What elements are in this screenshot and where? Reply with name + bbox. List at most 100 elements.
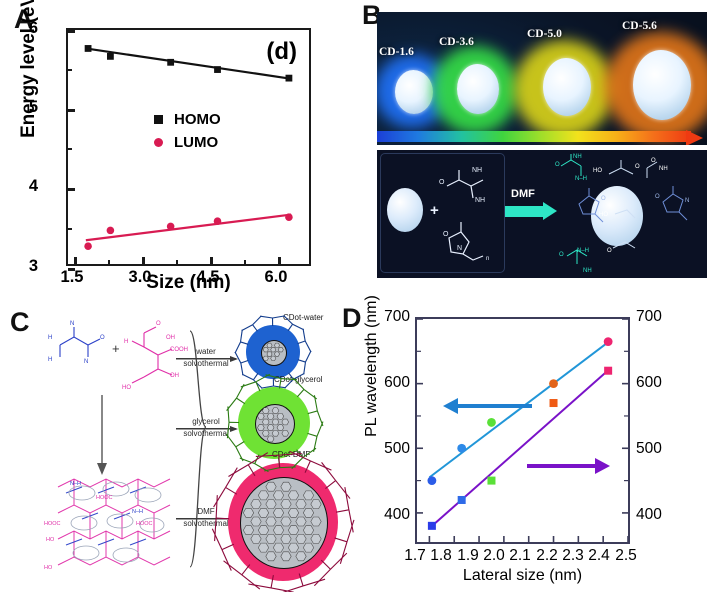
product-molecules: NH O N–H O N–H NH HO O HO O — [555, 154, 689, 274]
panel-b-letter: B — [362, 0, 382, 30]
svg-text:N–H: N–H — [70, 481, 81, 487]
panel-a-yminor-1 — [68, 69, 72, 71]
panel-d-xtick-4: 2.0 — [483, 547, 505, 564]
svg-text:+: + — [112, 341, 120, 356]
svg-text:NH: NH — [573, 154, 582, 160]
panel-a-ytick-6: 6 — [28, 19, 38, 37]
svg-text:HO: HO — [46, 537, 55, 543]
panel-a-letter: A — [14, 4, 34, 34]
core-cd-1-6 — [395, 70, 433, 114]
svg-text:O: O — [439, 179, 445, 186]
svg-text:NH: NH — [659, 166, 668, 172]
panel-d-xtick-3: 1.9 — [457, 547, 479, 564]
panel-a-legend-item-homo: HOMO — [154, 108, 221, 131]
panel-a-inset-label: (d) — [266, 38, 297, 65]
panel-a-legend-label-homo: HOMO — [174, 111, 221, 128]
label-cd-5-6: CD-5.6 — [622, 20, 657, 32]
panel-a-xtick-2: 3.0 — [128, 268, 152, 286]
panel-a: A Energy level (eV) 3 4 5 6 1.5 3.0 4.5 … — [0, 0, 352, 300]
spectrum-arrow-icon — [686, 130, 703, 145]
svg-text:H: H — [48, 335, 52, 341]
panel-c-dot-decorations — [211, 315, 355, 592]
panel-a-xtickmark-2 — [142, 257, 145, 264]
svg-text:NH: NH — [475, 197, 485, 204]
panel-a-ytickmark-6 — [68, 30, 75, 33]
panel-b-reaction-scheme: + NH NH O O N n DMF — [377, 150, 707, 278]
panel-d: D PL wavelength (nm) 700 600 500 400 700… — [340, 295, 713, 592]
panel-a-x-axis-label: Size (nm) — [146, 272, 231, 293]
panel-d-xtick-7: 2.3 — [562, 547, 584, 564]
panel-d-xtick-9: 2.5 — [615, 547, 637, 564]
right-axis-arrow-icon — [595, 458, 610, 474]
svg-text:H: H — [48, 357, 52, 363]
reaction-condition-label: DMF — [511, 188, 535, 200]
panel-a-xtick-4: 6.0 — [264, 268, 288, 286]
svg-text:N: N — [70, 321, 74, 327]
panel-a-xtickmark-1 — [74, 257, 77, 264]
panel-a-xtickmark-3 — [210, 257, 213, 264]
emission-spectrum-bar — [377, 131, 691, 142]
svg-text:O: O — [559, 252, 564, 258]
panel-a-ytick-5: 5 — [28, 98, 38, 116]
panel-c-scheme-drawing: H H N O N + O OH COOH OH HO H — [44, 321, 207, 571]
svg-text:HOOC: HOOC — [136, 521, 153, 527]
svg-text:O: O — [601, 196, 606, 202]
panel-d-xtick-8: 2.4 — [588, 547, 610, 564]
panel-a-xtickmark-4 — [278, 257, 281, 264]
core-cd-5-0 — [543, 58, 591, 116]
svg-text:NH: NH — [583, 268, 592, 274]
plus-sign: + — [430, 202, 439, 219]
svg-text:N: N — [457, 245, 462, 252]
reaction-arrow-shaft — [505, 206, 543, 217]
svg-text:O: O — [635, 164, 640, 170]
svg-text:N–H: N–H — [132, 509, 143, 515]
route-glycerol-arrow-icon — [176, 426, 238, 432]
panel-a-legend-item-lumo: LUMO — [154, 131, 221, 154]
svg-text:O: O — [651, 158, 656, 164]
svg-text:NH: NH — [472, 167, 482, 174]
panel-a-xminor-1 — [108, 260, 110, 264]
panel-c: C H H N O N + O OH COOH OH — [0, 295, 355, 592]
panel-a-xtick-1: 1.5 — [60, 268, 84, 286]
svg-text:O: O — [655, 194, 660, 200]
route-water-arrow-icon — [176, 356, 238, 362]
svg-text:HO: HO — [593, 168, 602, 174]
panel-d-ytick-right-600: 600 — [636, 374, 662, 391]
panel-d-xtick-5: 2.1 — [509, 547, 531, 564]
cdot-water-core — [261, 340, 287, 366]
svg-text:N–H: N–H — [575, 176, 587, 182]
panel-d-xtick-1: 1.7 — [404, 547, 426, 564]
svg-text:O: O — [607, 248, 612, 254]
reactant-group-box — [380, 153, 505, 273]
left-axis-arrow-icon — [443, 398, 458, 414]
reactant-carbon-dot — [387, 188, 423, 232]
panel-d-data-layer — [417, 318, 629, 542]
svg-text:O: O — [156, 321, 161, 327]
svg-text:H: H — [124, 339, 128, 345]
svg-text:HO: HO — [599, 212, 608, 218]
panel-b-emission-series: CD-1.6 CD-3.6 CD-5.0 CD-5.6 — [377, 12, 707, 145]
panel-d-ytick-left-500: 500 — [384, 440, 410, 457]
panel-a-ytickmark-3 — [68, 268, 75, 271]
svg-text:O: O — [443, 231, 449, 238]
panel-a-yminor-2 — [68, 148, 72, 150]
panel-c-letter: C — [10, 307, 30, 337]
panel-a-ytickmark-4 — [68, 188, 75, 191]
panel-a-xminor-2 — [176, 260, 178, 264]
panel-a-legend-label-lumo: LUMO — [174, 134, 219, 151]
panel-d-ytick-left-400: 400 — [384, 506, 410, 523]
cdot-water-label: CDot-water — [283, 313, 324, 322]
panel-a-legend: HOMO LUMO — [154, 108, 221, 154]
right-axis-arrow-shaft — [527, 464, 597, 468]
route-dmf-method: solvothermal — [183, 519, 229, 528]
panel-a-xminor-3 — [244, 260, 246, 264]
panel-a-ytick-3: 3 — [28, 257, 38, 275]
panel-a-ytickmark-5 — [68, 109, 75, 112]
panel-d-xtick-2: 1.8 — [430, 547, 452, 564]
svg-text:HOOC: HOOC — [44, 521, 61, 527]
label-cd-1-6: CD-1.6 — [379, 46, 414, 58]
homo-marker-icon — [154, 115, 163, 124]
svg-text:HOOC: HOOC — [96, 495, 113, 501]
svg-text:OH: OH — [166, 335, 175, 341]
